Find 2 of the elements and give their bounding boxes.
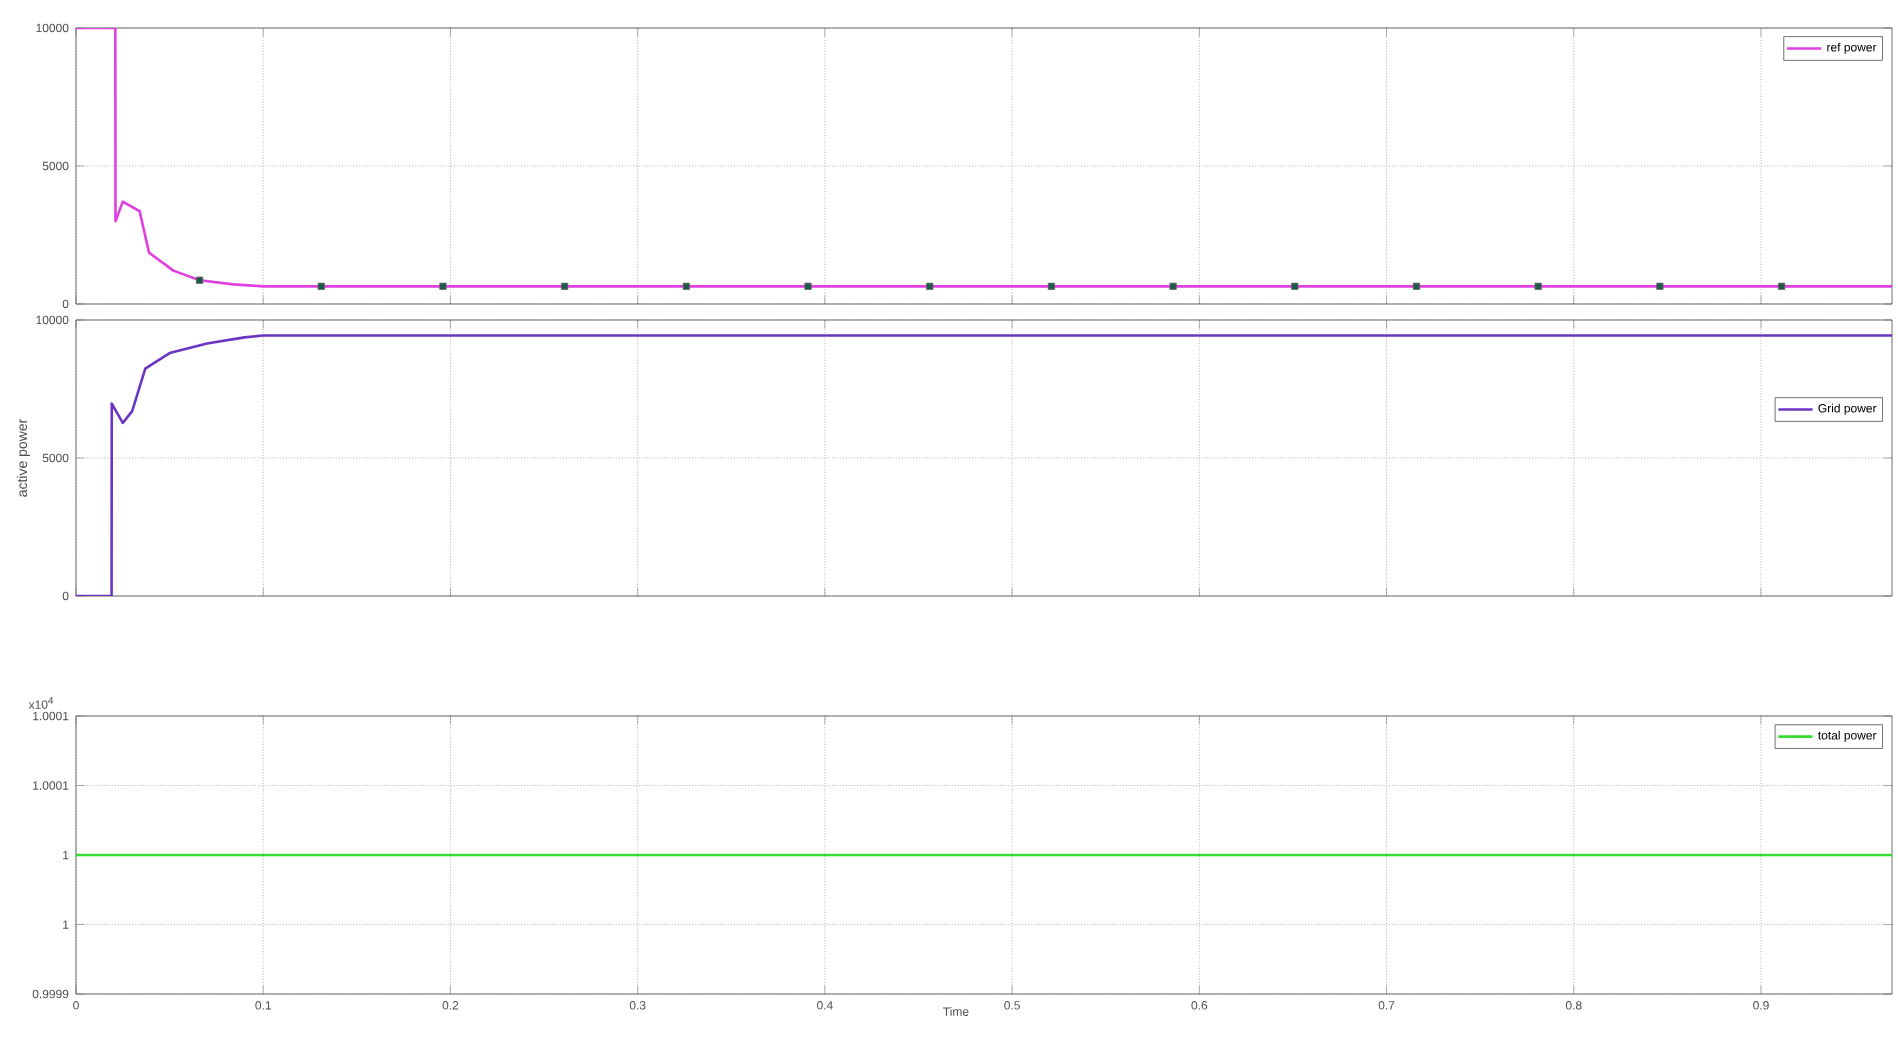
line-series bbox=[76, 27, 1893, 288]
line-series bbox=[76, 334, 1893, 596]
